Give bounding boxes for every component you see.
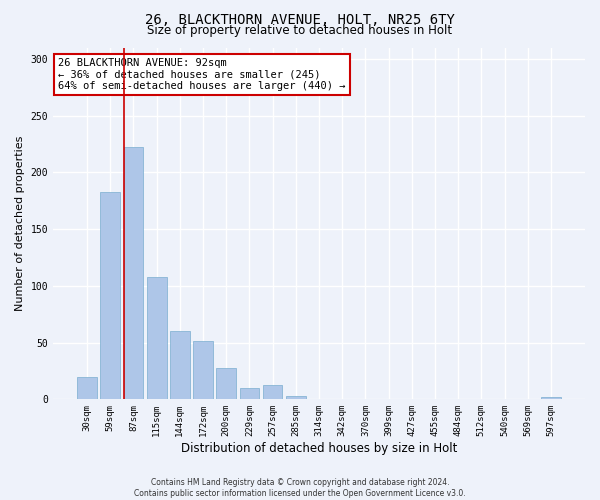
Text: Contains HM Land Registry data © Crown copyright and database right 2024.
Contai: Contains HM Land Registry data © Crown c…	[134, 478, 466, 498]
Bar	[239, 388, 259, 400]
Bar	[286, 396, 305, 400]
Text: Size of property relative to detached houses in Holt: Size of property relative to detached ho…	[148, 24, 452, 37]
Text: 26, BLACKTHORN AVENUE, HOLT, NR25 6TY: 26, BLACKTHORN AVENUE, HOLT, NR25 6TY	[145, 12, 455, 26]
Bar	[170, 331, 190, 400]
Bar	[263, 384, 283, 400]
Bar	[193, 342, 213, 400]
X-axis label: Distribution of detached houses by size in Holt: Distribution of detached houses by size …	[181, 442, 457, 455]
Bar	[100, 192, 120, 400]
Text: 26 BLACKTHORN AVENUE: 92sqm
← 36% of detached houses are smaller (245)
64% of se: 26 BLACKTHORN AVENUE: 92sqm ← 36% of det…	[58, 58, 346, 92]
Y-axis label: Number of detached properties: Number of detached properties	[15, 136, 25, 311]
Bar	[541, 397, 561, 400]
Bar	[77, 376, 97, 400]
Bar	[124, 148, 143, 400]
Bar	[217, 368, 236, 400]
Bar	[147, 277, 167, 400]
